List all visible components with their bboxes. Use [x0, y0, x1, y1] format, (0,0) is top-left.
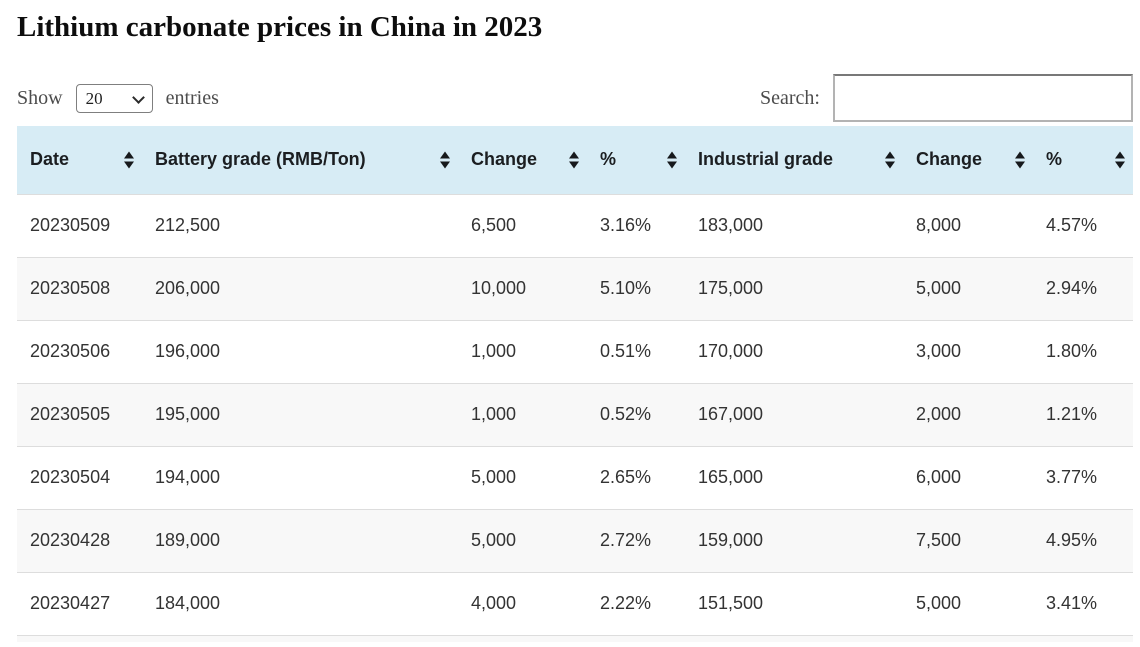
table-cell: 20230427: [30, 593, 111, 614]
table-cell: 20230508: [30, 278, 111, 298]
column-header-industrial-grade[interactable]: Industrial grade: [685, 126, 903, 194]
column-header-label: Change: [916, 149, 983, 170]
table-cell: 0.51%: [600, 341, 652, 361]
table-cell: 3.41%: [1046, 593, 1098, 614]
column-header-label: %: [600, 149, 617, 170]
table-cell: 167,000: [698, 404, 764, 424]
show-entries-control: Show 20 entries: [17, 83, 219, 113]
table-cell: 2.65%: [600, 467, 652, 487]
column-header-change[interactable]: Change: [903, 126, 1033, 194]
table-cell: 2,000: [916, 404, 962, 424]
table-row: 20230504 194,000 5,000 2.65% 165,000 6,000 3.7…: [17, 446, 1133, 509]
table-cell: 0.52%: [600, 404, 652, 424]
table-cell: 20230504: [30, 467, 111, 487]
table-cell: 4.95%: [1046, 530, 1098, 550]
table-cell: 5,000: [471, 467, 517, 487]
table-cell: 2.72%: [600, 530, 652, 550]
table-cell: 183,000: [698, 215, 764, 235]
sort-icon: [1115, 151, 1125, 169]
table-cell: 1,000: [471, 341, 517, 361]
entries-select-wrap: 20: [75, 83, 153, 113]
search-input[interactable]: [833, 74, 1133, 122]
table-cell: 2.94%: [1046, 278, 1098, 298]
table-cell: 189,000: [155, 530, 221, 550]
column-header-label: %: [1046, 149, 1063, 170]
column-header-label: Industrial grade: [698, 149, 834, 170]
entries-label: entries: [165, 86, 219, 109]
table-cell: 194,000: [155, 467, 221, 487]
page-title: Lithium carbonate prices in China in 202…: [17, 11, 543, 43]
table-cell: 206,000: [155, 278, 221, 298]
table-cell: 8,000: [916, 215, 962, 235]
table-cell: 159,000: [698, 530, 764, 550]
show-label: Show: [17, 86, 63, 109]
table-cell: 7,500: [916, 530, 962, 550]
table-cell: 5,000: [916, 278, 962, 298]
table-row: 20230506 196,000 1,000 0.51% 170,000 3,000 1.8…: [17, 320, 1133, 383]
table-cell: 165,000: [698, 467, 764, 487]
sort-icon: [124, 151, 134, 169]
price-table: Date Battery grade (RMB/Ton) Change% Indust…: [17, 126, 1133, 635]
search-control: Search:: [760, 74, 1133, 122]
sort-icon: [440, 151, 450, 169]
table-cell: 6,000: [916, 467, 962, 487]
sort-icon: [1015, 151, 1025, 169]
table-cell: 5.10%: [600, 278, 652, 298]
table-cell: 184,000: [155, 593, 221, 614]
column-header-label: Change: [471, 149, 538, 170]
column-header-change[interactable]: Change: [458, 126, 587, 194]
header-row: Date Battery grade (RMB/Ton) Change% Indust…: [17, 126, 1133, 194]
column-header-date[interactable]: Date: [17, 126, 142, 194]
table-cell: 3.77%: [1046, 467, 1098, 487]
column-header-percent[interactable]: %: [587, 126, 685, 194]
table-cell: 5,000: [916, 593, 962, 614]
table-cell: 212,500: [155, 215, 221, 235]
table-cell: 4,000: [471, 593, 517, 614]
table-cell: 20230506: [30, 341, 111, 361]
table-cell: 196,000: [155, 341, 221, 361]
table-cell: 6,500: [471, 215, 517, 235]
column-header-battery-grade-rmb-ton[interactable]: Battery grade (RMB/Ton): [142, 126, 458, 194]
sort-icon: [885, 151, 895, 169]
table-controls: Show 20 entries Search:: [17, 74, 1133, 122]
table-cell: 3,000: [916, 341, 962, 361]
table-cell: 20230428: [30, 530, 111, 550]
table-cell: 3.16%: [600, 215, 652, 235]
table-cell: 175,000: [698, 278, 764, 298]
table-cell: 2.22%: [600, 593, 652, 614]
sort-icon: [569, 151, 579, 169]
partial-next-row: [17, 635, 1133, 642]
entries-select[interactable]: 20: [75, 83, 153, 113]
column-header-label: Date: [30, 149, 70, 170]
table-cell: 5,000: [471, 530, 517, 550]
table-cell: 10,000: [471, 278, 527, 298]
table-cell: 1.21%: [1046, 404, 1098, 424]
table-cell: 20230505: [30, 404, 111, 424]
table-cell: 195,000: [155, 404, 221, 424]
column-header-label: Battery grade (RMB/Ton): [155, 149, 366, 170]
table-row: 20230505 195,000 1,000 0.52% 167,000 2,000 1.2…: [17, 383, 1133, 446]
column-header-percent[interactable]: %: [1033, 126, 1133, 194]
table-cell: 4.57%: [1046, 215, 1098, 235]
table-row: 20230509 212,500 6,500 3.16% 183,000 8,000 4.5…: [17, 194, 1133, 257]
table-cell: 1,000: [471, 404, 517, 424]
search-label: Search:: [760, 86, 820, 109]
table-cell: 20230509: [30, 215, 111, 235]
table-row: 20230428 189,000 5,000 2.72% 159,000 7,500 4.9…: [17, 509, 1133, 572]
table-cell: 170,000: [698, 341, 764, 361]
table-body: 20230509 212,500 6,500 3.16% 183,000 8,000 4.5…: [17, 194, 1133, 635]
sort-icon: [667, 151, 677, 169]
table-cell: 151,500: [698, 593, 764, 614]
table-row: 20230427 184,000 4,000 2.22% 151,500 5,000 3.4…: [17, 572, 1133, 635]
table-cell: 1.80%: [1046, 341, 1098, 361]
table-row: 20230508 206,000 10,000 5.10% 175,000 5,000 2.…: [17, 257, 1133, 320]
table-header: Date Battery grade (RMB/Ton) Change% Indust…: [17, 126, 1133, 194]
